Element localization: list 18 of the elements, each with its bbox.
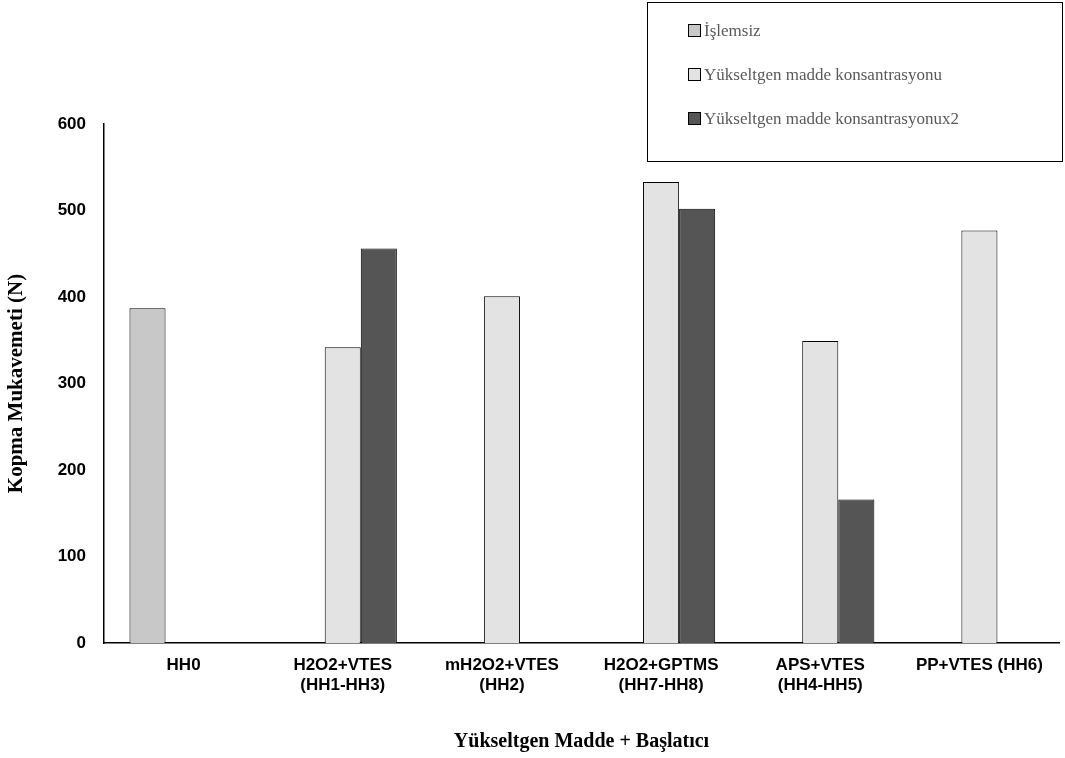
y-tick-label: 200 (57, 459, 86, 479)
y-tick-label: 300 (57, 373, 86, 393)
y-tick-label: 100 (57, 546, 86, 566)
y-axis-title: Kopma Mukavemeti (N) (3, 273, 28, 494)
x-tick-label: H2O2+GPTMS (HH7-HH8) (603, 654, 719, 695)
y-tick-label: 0 (76, 632, 86, 652)
y-tick-label: 400 (57, 286, 86, 306)
y-tick-label: 600 (57, 113, 86, 133)
x-tick-label: PP+VTES (HH6) (915, 654, 1043, 674)
y-tick-label: 500 (57, 200, 86, 220)
legend-label: Yükseltgen madde konsantrasyonux2 (704, 108, 959, 129)
x-tick-label: APS+VTES (HH4-HH5) (775, 654, 865, 695)
x-tick-label: HH0 (166, 654, 201, 674)
legend-label: Yükseltgen madde konsantrasyonu (704, 64, 942, 85)
legend-label: İşlemsiz (704, 20, 761, 41)
x-axis-title: Yükseltgen Madde + Başlatıcı (453, 729, 710, 753)
x-tick-label: H2O2+VTES (HH1-HH3) (293, 654, 393, 695)
x-tick-label: mH2O2+VTES (HH2) (444, 654, 559, 695)
